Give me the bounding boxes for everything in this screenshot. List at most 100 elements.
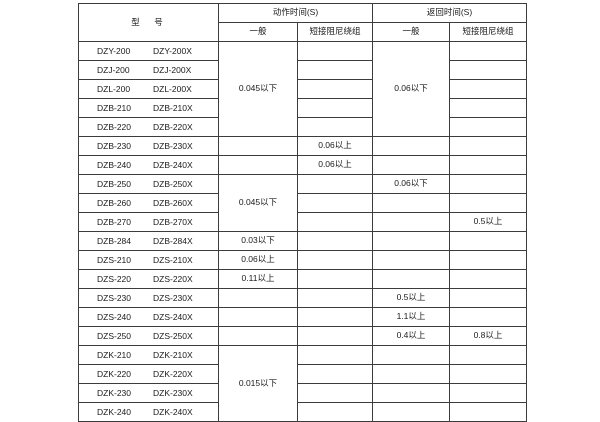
table-row: DZK-210 DZK-210X 0.015以下 (78, 345, 527, 422)
cell-return-general (372, 250, 450, 270)
header-action-time: 动作时间(S) (218, 3, 373, 23)
model-code-primary: DZJ-200 (97, 65, 130, 75)
table-row: DZB-250 DZB-250X 0.045以下 0.06以下 (78, 174, 527, 232)
cell-return-general (372, 345, 450, 365)
cell-return-general: 1.1以上 (372, 307, 450, 327)
table-row: DZS-230 DZS-230X 0.5以上 (78, 288, 527, 308)
cell-return-damping: 0.8以上 (449, 326, 527, 346)
model-code-primary: DZY-200 (97, 46, 131, 56)
cell-return-damping (449, 364, 527, 384)
cell-action-general: 0.045以下 (218, 41, 298, 137)
model-code-variant: DZS-210X (153, 255, 193, 265)
cell-return-damping (449, 60, 527, 80)
model-code-primary: DZS-220 (97, 274, 132, 284)
cell-model: DZS-240 DZS-240X (78, 307, 219, 327)
model-code-variant: DZS-230X (153, 293, 193, 303)
table-row: DZK-220 DZK-220X (78, 364, 527, 384)
cell-action-general: 0.06以上 (218, 250, 298, 270)
header-action-general: 一般 (218, 22, 298, 42)
cell-action-damping (297, 345, 373, 365)
cell-action-damping (297, 307, 373, 327)
cell-return-general (372, 364, 450, 384)
cell-return-damping (449, 269, 527, 289)
model-code-variant: DZB-260X (153, 198, 193, 208)
cell-return-damping (449, 231, 527, 251)
model-code-variant: DZK-220X (153, 369, 193, 379)
table-row: DZB-270 DZB-270X 0.5以上 (78, 212, 527, 232)
cell-return-damping (449, 79, 527, 99)
cell-action-damping (297, 117, 373, 137)
cell-return-general (372, 155, 450, 175)
cell-return-damping (449, 193, 527, 213)
cell-return-general: 0.06以下 (372, 174, 450, 194)
model-code-variant: DZK-240X (153, 407, 193, 417)
cell-action-general (218, 136, 298, 156)
cell-model: DZL-200 DZL-200X (78, 79, 219, 99)
spec-sheet: 型 号 动作时间(S) 返回时间(S) 一般 短接阻尼绕组 一般 短接阻尼绕组 … (78, 3, 527, 422)
table-row: DZS-220 DZS-220X 0.11以上 (78, 269, 527, 289)
model-code-primary: DZB-220 (97, 122, 132, 132)
model-code-primary: DZB-270 (97, 217, 132, 227)
table-header: 型 号 动作时间(S) 返回时间(S) 一般 短接阻尼绕组 一般 短接阻尼绕组 (78, 3, 527, 42)
cell-action-damping (297, 193, 373, 213)
model-code-variant: DZB-220X (153, 122, 193, 132)
cell-action-general: 0.03以下 (218, 231, 298, 251)
model-code-primary: DZK-230 (97, 388, 132, 398)
cell-return-damping (449, 98, 527, 118)
cell-model: DZK-230 DZK-230X (78, 383, 219, 403)
model-code-primary: DZB-230 (97, 141, 132, 151)
model-code-variant: DZB-250X (153, 179, 193, 189)
cell-return-damping (449, 250, 527, 270)
cell-action-damping (297, 174, 373, 194)
cell-return-damping (449, 307, 527, 327)
header-row-sub: 一般 短接阻尼绕组 一般 短接阻尼绕组 (79, 22, 527, 42)
table-body: DZY-200 DZY-200X 0.045以下 0.06以下 DZJ-200 DZJ-2… (78, 41, 527, 422)
cell-model: DZJ-200 DZJ-200X (78, 60, 219, 80)
table-row: DZB-210 DZB-210X (78, 98, 527, 118)
cell-action-general: 0.045以下 (218, 174, 298, 232)
model-code-primary: DZB-240 (97, 160, 132, 170)
table-row: DZB-220 DZB-220X (78, 117, 527, 137)
cell-model: DZK-240 DZK-240X (78, 402, 219, 422)
table-row: DZB-240 DZB-240X 0.06以上 (78, 155, 527, 175)
cell-return-damping (449, 288, 527, 308)
model-code-primary: DZS-250 (97, 331, 132, 341)
cell-action-damping (297, 364, 373, 384)
model-code-variant: DZB-210X (153, 103, 193, 113)
cell-model: DZB-220 DZB-220X (78, 117, 219, 137)
cell-return-damping (449, 136, 527, 156)
cell-return-damping (449, 402, 527, 422)
header-return-general: 一般 (372, 22, 450, 42)
cell-action-general (218, 288, 298, 308)
cell-return-general (372, 269, 450, 289)
cell-action-general: 0.015以下 (218, 345, 298, 422)
cell-action-damping (297, 269, 373, 289)
table-row: DZB-284 DZB-284X 0.03以下 (78, 231, 527, 251)
cell-model: DZB-250 DZB-250X (78, 174, 219, 194)
cell-model: DZY-200 DZY-200X (78, 41, 219, 61)
header-return-time: 返回时间(S) (372, 3, 527, 23)
header-model: 型 号 (78, 3, 219, 42)
cell-return-general (372, 212, 450, 232)
cell-action-damping (297, 250, 373, 270)
model-code-primary: DZB-284 (97, 236, 132, 246)
header-row-top: 型 号 动作时间(S) 返回时间(S) (78, 3, 527, 42)
model-code-primary: DZL-200 (97, 84, 131, 94)
cell-model: DZS-210 DZS-210X (78, 250, 219, 270)
cell-model: DZB-270 DZB-270X (78, 212, 219, 232)
cell-action-damping (297, 79, 373, 99)
cell-action-general (218, 155, 298, 175)
relay-timing-table: 型 号 动作时间(S) 返回时间(S) 一般 短接阻尼绕组 一般 短接阻尼绕组 … (78, 3, 527, 422)
cell-model: DZB-260 DZB-260X (78, 193, 219, 213)
cell-model: DZB-240 DZB-240X (78, 155, 219, 175)
cell-action-general (218, 326, 298, 346)
cell-action-damping (297, 288, 373, 308)
cell-action-damping (297, 326, 373, 346)
table-row: DZS-250 DZS-250X 0.4以上 0.8以上 (78, 326, 527, 346)
cell-return-damping (449, 155, 527, 175)
cell-model: DZK-220 DZK-220X (78, 364, 219, 384)
model-code-primary: DZK-240 (97, 407, 132, 417)
cell-return-damping: 0.5以上 (449, 212, 527, 232)
cell-return-damping (449, 41, 527, 61)
model-code-primary: DZB-210 (97, 103, 132, 113)
